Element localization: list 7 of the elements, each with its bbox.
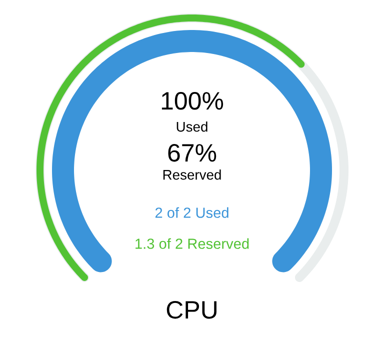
text: Reserved	[163, 170, 221, 180]
data-label: 100%	[162, 92, 224, 110]
text: 1.3 of 2 Reserved	[136, 238, 249, 249]
text: Used	[176, 122, 208, 132]
text: CPU	[166, 301, 216, 319]
text: 2 of 2 Used	[155, 207, 228, 218]
data-label: 67%	[168, 144, 216, 162]
